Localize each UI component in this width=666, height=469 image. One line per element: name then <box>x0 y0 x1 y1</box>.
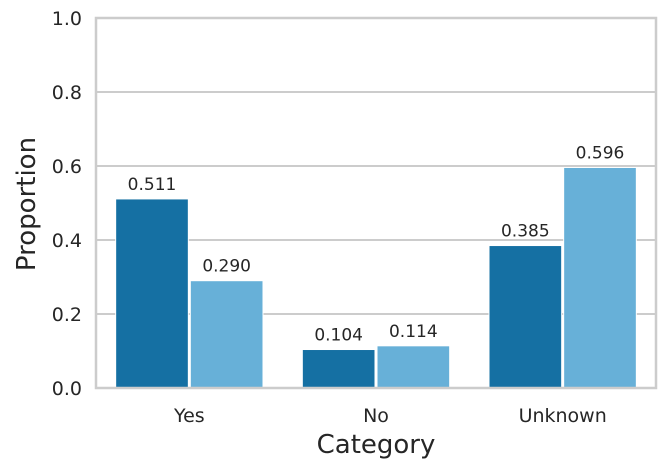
axes-spines <box>94 16 658 390</box>
x-tick-label: Unknown <box>519 405 607 427</box>
bar-value-label: 0.114 <box>389 322 438 342</box>
bar <box>376 345 451 389</box>
bar-value-label: 0.290 <box>202 257 251 277</box>
y-tick-label: 0.0 <box>52 378 82 400</box>
plot-frame <box>94 16 658 390</box>
data-labels: 0.511 0.290 0.104 0.114 0.385 0.596 <box>128 143 625 345</box>
bar <box>488 245 563 389</box>
x-axis-title: Category <box>317 430 436 460</box>
bar <box>189 280 264 389</box>
bar-value-label: 0.511 <box>128 175 177 195</box>
x-tick-label: Yes <box>173 405 205 427</box>
bar <box>115 198 189 389</box>
y-tick-label: 1.0 <box>52 8 82 30</box>
bar-value-label: 0.385 <box>501 222 550 242</box>
bar <box>301 349 376 389</box>
bar-value-label: 0.596 <box>576 143 625 163</box>
bars <box>115 166 637 389</box>
x-tick-labels: Yes No Unknown <box>173 405 607 427</box>
bar-value-label: 0.104 <box>314 326 363 346</box>
y-tick-label: 0.6 <box>52 156 82 178</box>
y-tick-labels: 0.0 0.2 0.4 0.6 0.8 1.0 <box>52 8 82 400</box>
y-tick-label: 0.8 <box>52 82 82 104</box>
x-tick-label: No <box>363 405 389 427</box>
bar <box>563 166 637 389</box>
y-tick-label: 0.2 <box>52 304 82 326</box>
y-tick-label: 0.4 <box>52 230 82 252</box>
y-axis-title: Proportion <box>12 137 42 271</box>
